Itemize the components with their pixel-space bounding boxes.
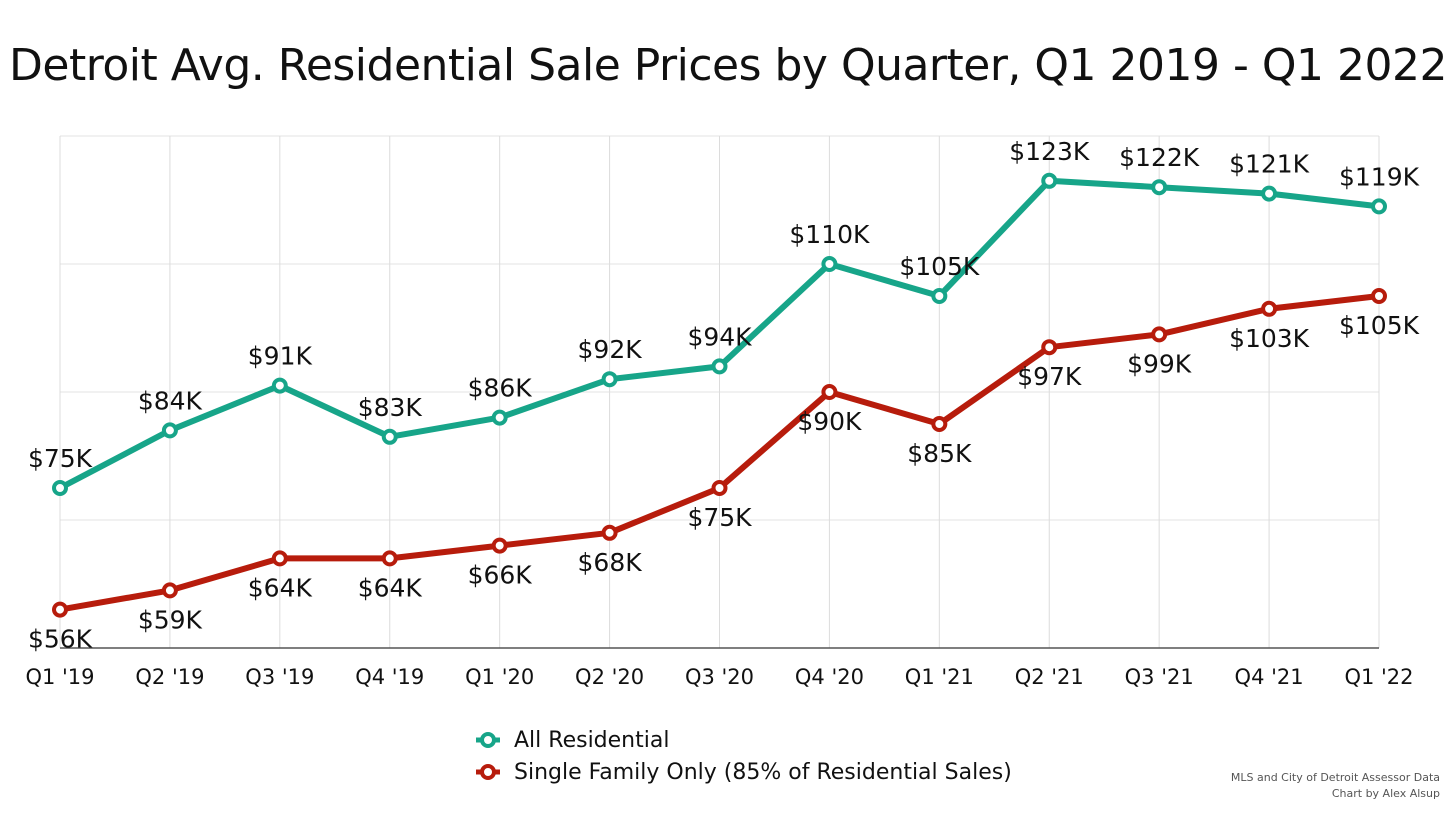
data-label: $83K [358, 393, 423, 422]
data-label: $56K [28, 625, 93, 654]
credit-line: Chart by Alex Alsup [1331, 787, 1440, 800]
data-point [52, 480, 68, 496]
x-axis: Q1 '19 Q2 '19 Q3 '19 Q4 '19 Q1 '20 Q2 '20 Q3 '… [25, 647, 1414, 689]
data-label: $75K [28, 444, 93, 473]
x-tick-label: Q3 '19 [245, 665, 314, 689]
data-label: $123K [1009, 137, 1090, 166]
legend: All Residential Single Family Only (85% … [476, 724, 1012, 788]
data-point [1371, 288, 1387, 304]
data-label: $94K [687, 322, 752, 351]
data-point [52, 601, 68, 618]
source-note: MLS and City of Detroit Assessor Data Ch… [1231, 770, 1440, 802]
data-point [1151, 326, 1168, 343]
data-label: $85K [907, 439, 972, 468]
data-point [821, 256, 838, 272]
data-label: $86K [468, 374, 533, 403]
data-point [1261, 300, 1278, 317]
data-label: $66K [468, 561, 533, 590]
x-tick-label: Q3 '20 [685, 665, 754, 689]
data-point [931, 416, 948, 432]
data-label: $75K [687, 503, 752, 532]
legend-marker-icon [476, 760, 500, 784]
data-label: $84K [138, 386, 203, 415]
data-point [381, 428, 398, 445]
data-point [931, 288, 948, 304]
legend-item-single-family: Single Family Only (85% of Residential S… [476, 756, 1012, 788]
data-label: $110K [789, 220, 870, 249]
legend-marker-icon [476, 728, 500, 752]
data-point [491, 537, 508, 554]
data-label: $64K [248, 573, 313, 602]
legend-item-all-residential: All Residential [476, 724, 1012, 756]
data-label: $68K [578, 548, 643, 577]
x-tick-label: Q3 '21 [1125, 665, 1194, 689]
x-tick-label: Q2 '20 [575, 665, 644, 689]
data-label: $122K [1119, 143, 1200, 172]
chart-title: Detroit Avg. Residential Sale Prices by … [9, 40, 1447, 91]
data-label: $105K [1339, 311, 1420, 340]
gridlines [59, 135, 1380, 648]
data-label: $99K [1127, 349, 1192, 378]
x-tick-label: Q2 '21 [1015, 665, 1084, 689]
x-tick-label: Q2 '19 [135, 665, 204, 689]
data-label: $59K [138, 605, 203, 634]
data-point [1151, 179, 1168, 196]
data-point [711, 358, 728, 375]
data-label: $105K [899, 252, 980, 281]
data-point [161, 422, 178, 439]
data-point [271, 377, 288, 394]
data-point [161, 582, 178, 599]
x-tick-label: Q1 '20 [465, 665, 534, 689]
x-tick-label: Q4 '21 [1235, 665, 1304, 689]
data-label: $92K [578, 335, 643, 364]
legend-label: Single Family Only (85% of Residential S… [514, 759, 1012, 785]
data-label: $64K [358, 573, 423, 602]
x-tick-label: Q1 '21 [905, 665, 974, 689]
data-label: $119K [1339, 162, 1420, 191]
data-point [711, 480, 728, 496]
data-point [601, 371, 618, 388]
data-point [1041, 339, 1058, 356]
source-line: MLS and City of Detroit Assessor Data [1230, 771, 1440, 784]
x-tick-label: Q1 '22 [1344, 665, 1413, 689]
data-label: $103K [1229, 324, 1310, 353]
data-label: $97K [1017, 362, 1082, 391]
legend-label: All Residential [514, 727, 670, 753]
data-point [491, 409, 508, 426]
data-label: $90K [797, 407, 862, 436]
series-lines [52, 172, 1387, 618]
data-point [1041, 172, 1058, 189]
data-point [1371, 198, 1387, 215]
data-labels: $75K $84K $91K $83K $86K $92K $94K $110K $105K $1… [28, 137, 1420, 654]
data-label: $121K [1229, 150, 1310, 179]
x-tick-label: Q1 '19 [25, 665, 94, 689]
x-tick-label: Q4 '19 [355, 665, 424, 689]
data-point [1261, 185, 1278, 202]
x-tick-label: Q4 '20 [795, 665, 864, 689]
data-point [381, 550, 398, 567]
data-label: $91K [248, 342, 313, 371]
data-point [271, 550, 288, 567]
data-point [821, 384, 838, 400]
data-point [601, 524, 618, 541]
